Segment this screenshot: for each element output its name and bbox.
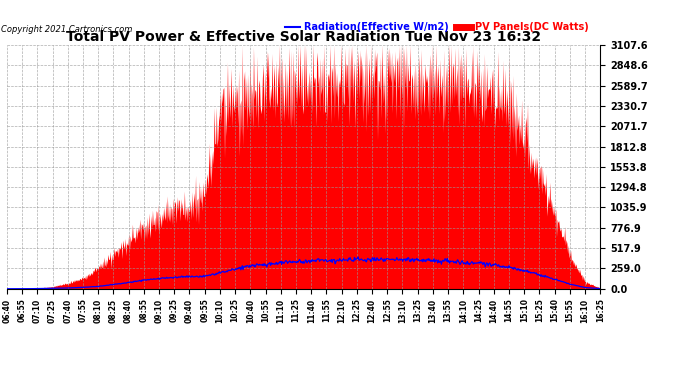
Legend: Radiation(Effective W/m2), PV Panels(DC Watts): Radiation(Effective W/m2), PV Panels(DC … — [282, 18, 593, 36]
Title: Total PV Power & Effective Solar Radiation Tue Nov 23 16:32: Total PV Power & Effective Solar Radiati… — [66, 30, 541, 44]
Text: Copyright 2021 Cartronics.com: Copyright 2021 Cartronics.com — [1, 26, 132, 34]
